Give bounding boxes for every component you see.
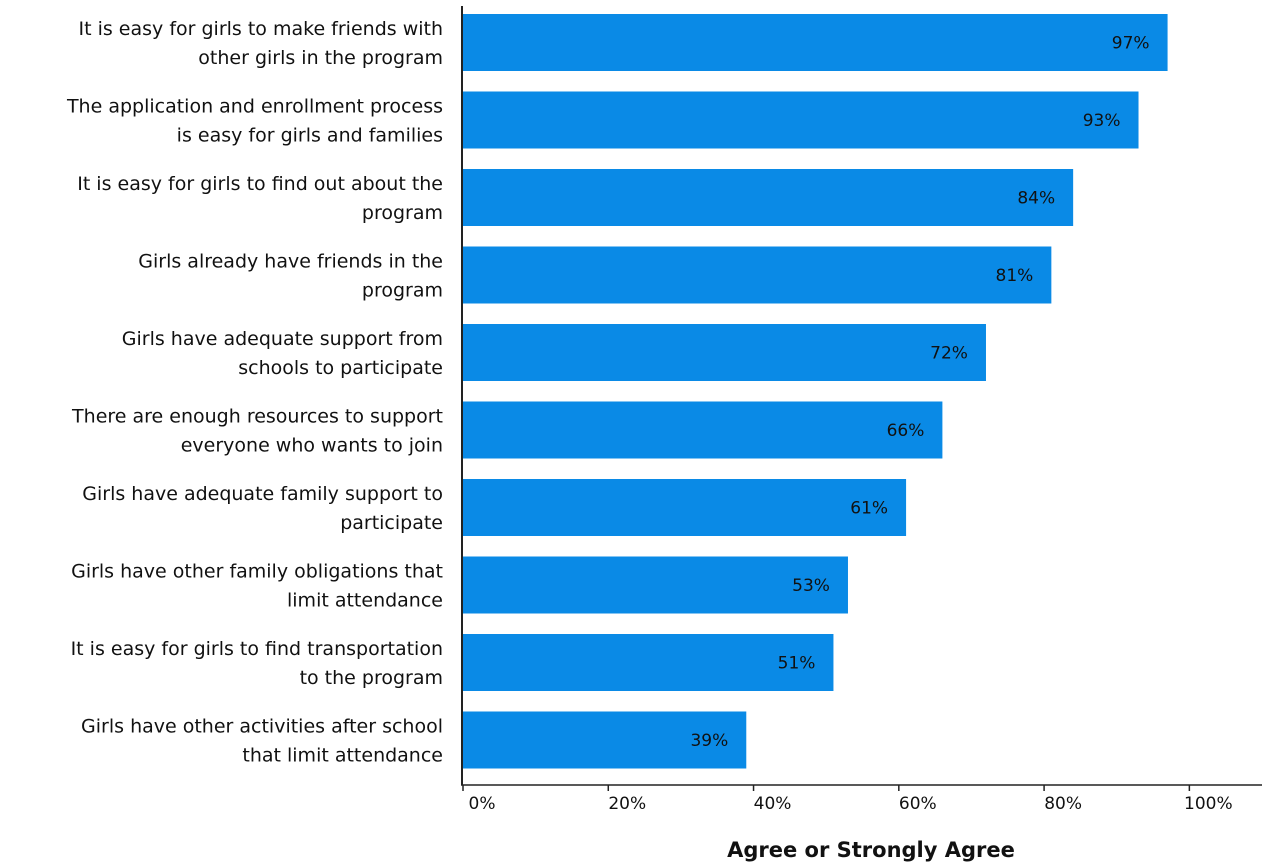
bar — [463, 401, 943, 459]
category-label-line: program — [362, 202, 443, 224]
category-label-line: It is easy for girls to find out about t… — [77, 173, 443, 195]
bar-value-label: 97% — [1112, 34, 1150, 54]
x-ticks-group: 0% 20% 40% 60% 80% 100% — [462, 785, 1233, 814]
bar — [463, 556, 848, 614]
bar — [463, 91, 1139, 149]
category-label-line: Girls already have friends in the — [138, 251, 443, 273]
category-label-line: limit attendance — [287, 590, 443, 612]
category-label-line: Girls have other family obligations that — [71, 561, 443, 583]
category-label-line: other girls in the program — [198, 47, 443, 69]
bar — [463, 479, 907, 536]
category-label-line: It is easy for girls to find transportat… — [71, 638, 443, 660]
category-label-line: that limit attendance — [242, 745, 443, 767]
bar-value-label: 53% — [792, 576, 830, 596]
category-label-line: There are enough resources to support — [71, 406, 443, 428]
category-label-line: is easy for girls and families — [177, 125, 443, 147]
x-tick-label: 20% — [608, 794, 646, 814]
category-label: Girls already have friends in the program — [138, 251, 443, 302]
category-label-line: The application and enrollment process — [66, 96, 443, 118]
category-label: Girls have adequate support from schools … — [122, 328, 443, 379]
x-tick-label: 40% — [754, 794, 792, 814]
category-label-line: to the program — [300, 667, 443, 689]
category-label: Girls have other activities after school… — [81, 716, 443, 767]
bars-group: 97% 93% 84% 81% 72% 66% 61% 53% 51% 39% — [463, 14, 1168, 769]
bar-value-label: 39% — [690, 731, 728, 751]
category-label: Girls have adequate family support to par… — [82, 483, 443, 534]
x-axis-title: Agree or Strongly Agree — [727, 838, 1015, 862]
x-tick-label: 80% — [1044, 794, 1082, 814]
category-label: Girls have other family obligations that… — [71, 561, 443, 612]
bar — [463, 324, 986, 381]
category-label: It is easy for girls to make friends wit… — [79, 18, 444, 69]
x-tick-label: 60% — [899, 794, 937, 814]
bar-value-label: 84% — [1017, 189, 1055, 209]
bar-value-label: 66% — [887, 421, 925, 441]
bar-value-label: 72% — [930, 344, 968, 364]
category-label-line: It is easy for girls to make friends wit… — [79, 18, 444, 40]
bar — [463, 711, 747, 769]
category-label-line: Girls have adequate family support to — [82, 483, 443, 505]
category-label-line: schools to participate — [238, 357, 443, 379]
bar — [463, 169, 1074, 226]
category-label: The application and enrollment process is… — [66, 96, 443, 147]
bar-value-label: 61% — [850, 499, 888, 519]
category-label-line: Girls have other activities after school — [81, 716, 443, 738]
x-tick-label: 100% — [1184, 794, 1233, 814]
category-label: There are enough resources to support eve… — [71, 406, 443, 457]
category-label-line: everyone who wants to join — [181, 435, 443, 457]
bar — [463, 246, 1052, 304]
category-label: It is easy for girls to find transportat… — [71, 638, 443, 689]
bar-value-label: 81% — [996, 266, 1034, 286]
category-label-line: participate — [340, 512, 443, 534]
bar — [463, 634, 834, 691]
category-label-line: Girls have adequate support from — [122, 328, 443, 350]
bar-value-label: 93% — [1083, 111, 1121, 131]
category-label-line: program — [362, 280, 443, 302]
bar-value-label: 51% — [778, 654, 816, 674]
category-labels-group: It is easy for girls to make friends wit… — [66, 18, 443, 767]
bar — [463, 14, 1168, 71]
x-tick-label: 0% — [469, 794, 496, 814]
category-label: It is easy for girls to find out about t… — [77, 173, 443, 224]
